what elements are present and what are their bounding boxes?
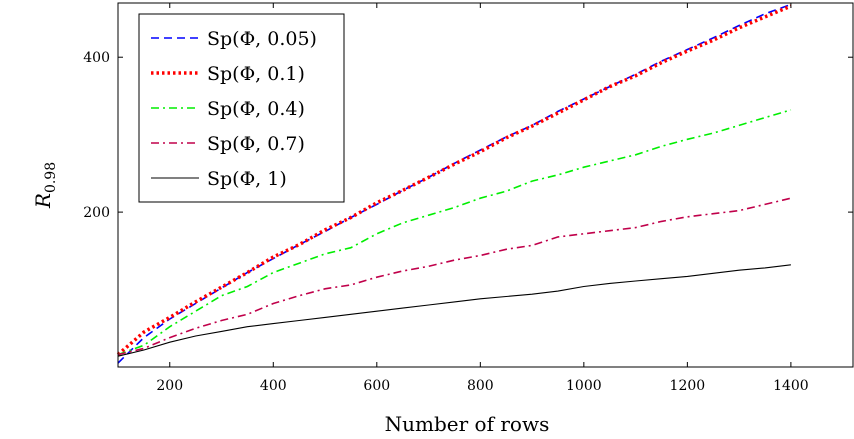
- y-axis: 200 400: [83, 50, 853, 221]
- series-line-3: [117, 109, 792, 356]
- x-axis-title: Number of rows: [385, 412, 550, 436]
- x-tick-label: 1200: [670, 378, 706, 394]
- x-tick-label: 400: [260, 378, 287, 394]
- legend-label-4: Sp(Φ, 0.7): [207, 133, 305, 155]
- y-tick-label: 200: [83, 205, 110, 221]
- x-axis: 200 400 600 800 1000 1200 1400: [156, 3, 809, 394]
- x-tick-label: 1400: [773, 378, 809, 394]
- x-tick-label: 800: [467, 378, 494, 394]
- y-tick-label: 400: [83, 50, 110, 66]
- plot-area: [116, 2, 854, 368]
- x-tick-label: 200: [156, 378, 183, 394]
- legend: Sp(Φ, 0.05) Sp(Φ, 0.1) Sp(Φ, 0.4) Sp(Φ, 0.7…: [138, 13, 345, 203]
- y-axis-title-subscript: 0.98: [43, 162, 59, 193]
- series-line-1: [117, 3, 792, 364]
- legend-label-3: Sp(Φ, 0.4): [207, 98, 305, 120]
- series-line-2: [116, 4, 792, 356]
- x-tick-label: 600: [363, 378, 390, 394]
- legend-label-5: Sp(Φ, 1): [207, 168, 287, 190]
- plot-frame: [117, 2, 854, 368]
- series-line-4: [117, 197, 792, 356]
- y-axis-title-main: R: [31, 193, 55, 209]
- x-tick-label: 1000: [566, 378, 602, 394]
- legend-label-1: Sp(Φ, 0.05): [207, 28, 317, 50]
- y-axis-title: R0.98: [31, 162, 59, 209]
- legend-label-2: Sp(Φ, 0.1): [207, 63, 305, 85]
- series-line-5: [117, 264, 791, 357]
